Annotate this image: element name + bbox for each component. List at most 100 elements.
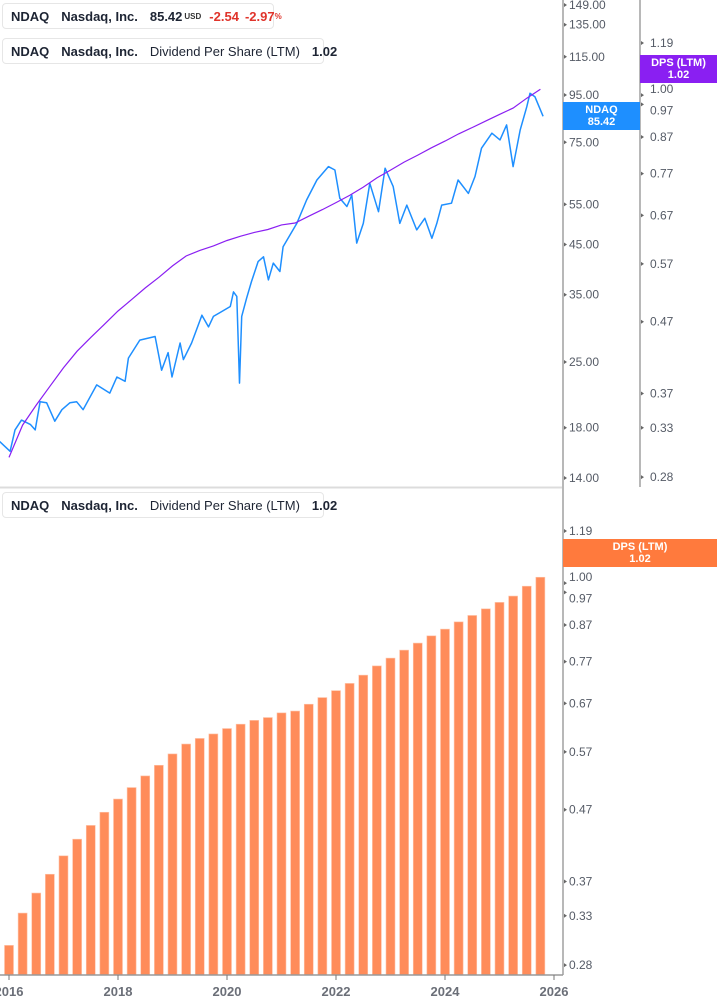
dps-bar: [181, 743, 191, 976]
dps-axis-tick-label: 0.37: [650, 386, 674, 400]
legend-price[interactable]: NDAQ Nasdaq, Inc. 85.42 USD -2.54 -2.97%: [2, 3, 282, 29]
dps-axis-tick-mark: [641, 391, 644, 396]
legend-dps-bottom[interactable]: NDAQ Nasdaq, Inc. Dividend Per Share (LT…: [2, 492, 337, 518]
price-axis-tick-mark: [564, 202, 567, 207]
dps-bar: [249, 720, 260, 976]
price-axis-tick-label: 18.00: [569, 421, 599, 435]
dps-tag-value: 1.02: [629, 553, 651, 565]
dps-bar-axis-tick-mark: [564, 807, 567, 812]
price-axis-tick-mark: [564, 54, 567, 59]
dps-tag-bottom: DPS (LTM) 1.02: [563, 539, 717, 567]
dps-axis-tick-label: 0.33: [650, 421, 674, 435]
dps-bar-axis-tick-label: 1.00: [569, 570, 593, 584]
legend-value: 1.02: [311, 43, 338, 59]
price-axis-tick-label: 25.00: [569, 355, 599, 369]
dps-axis-tick-mark: [641, 93, 644, 98]
price-axis-tick-mark: [564, 140, 567, 145]
price-axis-tick-mark: [564, 475, 567, 480]
dps-axis-tick-label: 0.28: [650, 470, 674, 484]
dps-tag-value: 1.02: [667, 69, 690, 81]
legend-ticker: NDAQ: [11, 497, 50, 513]
dps-axis-tick-label: 1.19: [650, 36, 674, 50]
legend-value: 1.02: [311, 497, 338, 513]
dps-bar: [85, 825, 96, 976]
dps-axis-tick-label: 1.00: [650, 82, 674, 96]
dps-bar: [154, 764, 164, 976]
price-axis-tick-label: 75.00: [569, 135, 599, 149]
x-axis-tick-label: 2026: [540, 984, 569, 999]
legend-company: Nasdaq, Inc.: [61, 8, 138, 24]
legend-currency: USD: [184, 11, 202, 21]
dps-bar: [453, 621, 464, 976]
legend-metric: Dividend Per Share (LTM): [149, 43, 300, 59]
legend-ticker: NDAQ: [11, 43, 50, 59]
dps-bar: [222, 728, 232, 976]
dps-bar: [535, 576, 546, 976]
dps-bar: [467, 615, 478, 976]
legend-metric: Dividend Per Share (LTM): [149, 497, 300, 513]
dps-bar: [208, 733, 219, 976]
dps-bar-chart: 1.19 1.00 0.97 0.87 0.77 0.67 0.57 0.47 0.37 0.33…: [0, 524, 593, 999]
dps-bar-axis-tick-label: 0.87: [569, 618, 593, 632]
x-axis-tick-label: 2024: [431, 984, 461, 999]
dps-bar: [303, 703, 314, 976]
dps-bar: [58, 855, 69, 976]
dps-bar: [331, 690, 341, 976]
legend-dps-top[interactable]: NDAQ Nasdaq, Inc. Dividend Per Share (LT…: [2, 38, 337, 64]
dps-bar: [194, 738, 205, 976]
dps-bar-axis-tick-mark: [564, 913, 567, 918]
price-axis-tick-label: 95.00: [569, 88, 599, 102]
dps-bar-axis-tick-label: 0.77: [569, 655, 593, 669]
x-axis-tick-label: 2018: [104, 984, 133, 999]
legend-ticker: NDAQ: [11, 8, 50, 24]
dps-bar: [344, 683, 355, 976]
price-series-line: [0, 92, 544, 453]
dps-axis-tick-mark: [641, 261, 644, 266]
dps-bar: [126, 787, 137, 976]
dps-bar: [412, 642, 423, 976]
dps-bar: [317, 697, 328, 976]
dps-bar-axis-tick-mark: [564, 879, 567, 884]
dps-axis-tick-label: 0.77: [650, 167, 674, 181]
dps-bar: [31, 892, 42, 976]
dps-bar: [140, 775, 151, 976]
dps-bar: [113, 798, 123, 976]
dps-tag-label: DPS (LTM): [651, 57, 706, 69]
legend-pct-sign: %: [274, 11, 282, 21]
dps-tag-label: DPS (LTM): [612, 541, 668, 553]
dps-bar: [45, 873, 55, 976]
dps-bar-axis-tick-mark: [564, 963, 567, 968]
dps-bar: [72, 838, 82, 976]
price-axis-tick-mark: [564, 425, 567, 430]
price-axis-tick-label: 115.00: [569, 50, 605, 64]
dps-series-line: [8, 88, 541, 458]
legend-price-value: 85.42: [149, 8, 183, 24]
legend-change-pct: -2.97: [244, 8, 275, 24]
dps-bar-axis-tick-mark: [564, 590, 567, 595]
price-tag-value: 85.42: [587, 116, 616, 128]
price-axis-tick-mark: [564, 242, 567, 247]
x-axis-tick-label: 2022: [322, 984, 351, 999]
dps-bar-axis-tick-label: 1.19: [569, 524, 593, 538]
dps-axis-tick-label: 0.47: [650, 315, 674, 329]
legend-company: Nasdaq, Inc.: [61, 497, 138, 513]
dps-bar: [521, 585, 532, 976]
dps-bar-axis-tick-label: 0.57: [569, 745, 593, 759]
dps-bar-axis-tick-label: 0.47: [569, 803, 593, 817]
price-tag: NDAQ 85.42: [563, 102, 640, 130]
dps-bar: [17, 912, 28, 976]
dps-bar: [358, 674, 369, 976]
price-tag-label: NDAQ: [585, 104, 618, 116]
dps-bar: [426, 635, 437, 976]
price-axis-tick-mark: [564, 292, 567, 297]
price-axis-tick-label: 149.00: [569, 0, 606, 12]
dps-axis-tick-mark: [641, 475, 644, 480]
price-axis-tick-label: 14.00: [569, 471, 599, 485]
dps-bar-axis-tick-label: 0.37: [569, 874, 593, 888]
legend-company: Nasdaq, Inc.: [61, 43, 138, 59]
dps-bar: [508, 595, 518, 976]
dps-axis-tick-mark: [641, 425, 644, 430]
legend-change: -2.54: [209, 8, 239, 24]
dps-bar: [235, 723, 246, 976]
